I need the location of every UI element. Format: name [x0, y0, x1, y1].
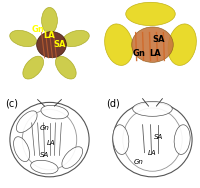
- Text: LA: LA: [47, 140, 56, 146]
- Ellipse shape: [113, 125, 129, 155]
- Text: (d): (d): [106, 99, 120, 109]
- Ellipse shape: [132, 27, 173, 62]
- Ellipse shape: [133, 102, 172, 116]
- Ellipse shape: [10, 30, 37, 47]
- Ellipse shape: [42, 8, 57, 33]
- Ellipse shape: [168, 24, 196, 65]
- Text: Gn: Gn: [40, 124, 49, 130]
- Text: LA: LA: [148, 150, 157, 156]
- Ellipse shape: [105, 24, 133, 65]
- Text: SA: SA: [53, 40, 66, 49]
- Text: LA: LA: [150, 49, 161, 58]
- Text: (a): (a): [5, 6, 20, 16]
- Text: Gn: Gn: [132, 49, 145, 58]
- Ellipse shape: [41, 105, 68, 119]
- Text: (c): (c): [5, 99, 18, 109]
- Text: SA: SA: [154, 134, 163, 140]
- Ellipse shape: [126, 2, 175, 26]
- Text: SA: SA: [152, 35, 165, 44]
- Text: Gn: Gn: [31, 25, 44, 34]
- Ellipse shape: [22, 109, 77, 170]
- Text: LA: LA: [44, 31, 55, 40]
- Ellipse shape: [55, 56, 76, 79]
- Ellipse shape: [31, 160, 58, 174]
- Ellipse shape: [23, 56, 44, 79]
- Ellipse shape: [123, 108, 182, 171]
- Ellipse shape: [62, 30, 89, 47]
- Ellipse shape: [62, 147, 83, 168]
- Text: (b): (b): [106, 6, 122, 16]
- Ellipse shape: [174, 125, 190, 155]
- Ellipse shape: [37, 32, 66, 58]
- Text: Gn: Gn: [134, 159, 144, 165]
- Ellipse shape: [16, 111, 37, 133]
- Ellipse shape: [14, 137, 30, 162]
- Text: SA: SA: [40, 152, 49, 158]
